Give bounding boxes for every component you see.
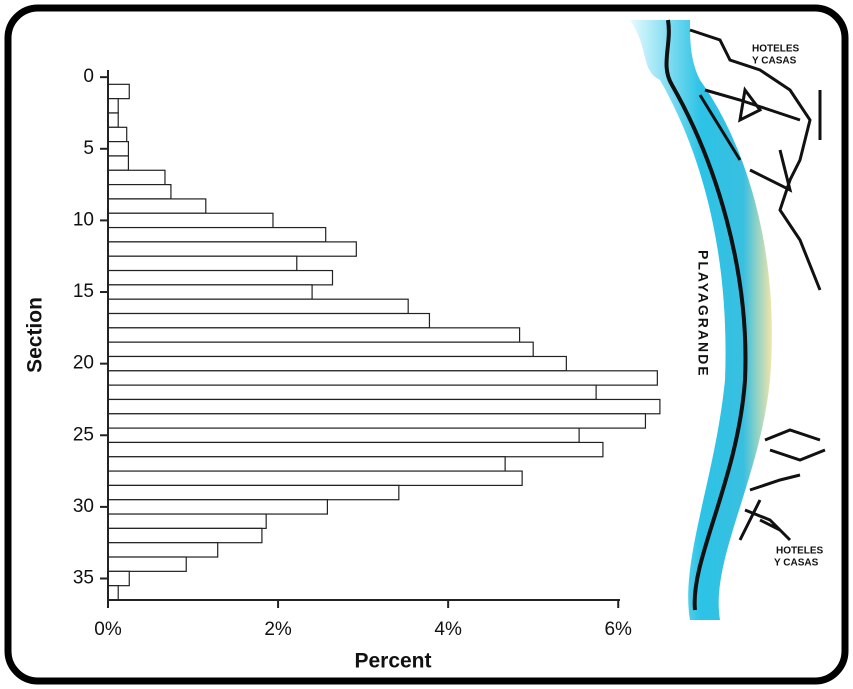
bar [107,126,128,143]
bar [107,269,334,286]
bar [107,327,521,343]
map-label: Y CASAS [752,56,797,67]
y-tick-label: 30 [73,496,94,517]
bar [107,83,130,100]
bar [107,370,658,386]
bar [107,284,313,300]
map-label: HOTELES [752,44,800,55]
bar [107,312,431,329]
bar [107,499,328,515]
bar [107,255,298,272]
map-label: Y CASAS [774,558,819,569]
bar [107,542,219,558]
bar [107,384,597,401]
bar [107,155,130,171]
bar [107,556,187,572]
map: HOTELES Y CASAS PLAYAGRANDE HOTELES Y CA… [630,19,826,620]
bar [107,355,567,372]
bar [107,241,357,257]
bar [107,183,172,200]
bar [107,341,534,358]
bar [107,527,263,544]
bar [107,212,274,229]
bar [107,169,166,186]
bar [107,112,119,128]
x-tick-label: 6% [604,619,632,640]
bar [107,585,119,601]
x-tick-label: 4% [434,619,462,640]
bar [107,570,130,587]
bar [107,413,647,429]
bar [107,484,400,501]
bar [107,298,409,315]
bar [107,441,604,458]
bar [107,98,119,114]
bar [107,513,267,529]
x-tick-label: 0% [94,619,122,640]
y-tick-label: 10 [73,209,94,230]
bar [107,456,506,472]
bar [107,398,661,415]
y-tick-label: 5 [83,138,94,159]
y-tick-label: 35 [73,568,94,589]
bar [107,141,130,157]
x-tick-label: 2% [264,619,292,640]
x-axis-title: Percent [354,650,431,673]
y-tick-label: 20 [73,353,94,374]
y-tick-label: 15 [73,281,94,302]
y-tick-label: 25 [73,424,94,445]
map-label: HOTELES [776,546,824,557]
y-axis-title: Section [24,297,47,373]
y-tick-label: 0 [83,66,94,87]
beach-label: PLAYAGRANDE [695,250,711,378]
bar [107,470,523,487]
bar [107,198,207,214]
bar [107,226,327,243]
bar [107,427,580,444]
